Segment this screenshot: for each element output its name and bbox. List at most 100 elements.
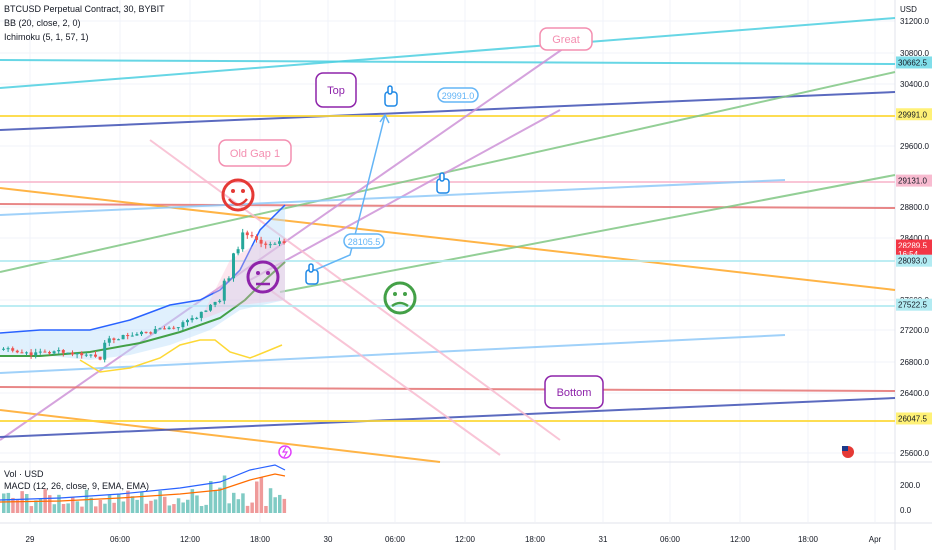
price-tick: 27200.0	[900, 326, 929, 335]
pointing-hand-icon-mid	[436, 172, 450, 194]
candle-body	[273, 243, 277, 245]
macd-line	[0, 464, 286, 501]
candle-body	[80, 353, 84, 356]
candle-body	[181, 322, 185, 328]
candle-body	[232, 253, 235, 279]
volume-bar	[135, 499, 139, 513]
price-label-bg	[896, 412, 932, 425]
time-tick: 18:00	[250, 535, 271, 544]
volume-bar	[94, 506, 98, 513]
volume-bar	[117, 493, 121, 513]
time-tick: 31	[599, 535, 608, 544]
candle-body	[84, 354, 88, 356]
volume-bar	[176, 498, 181, 513]
neutral-face-purple-icon	[246, 260, 280, 294]
price-label-text: 28093.0	[898, 257, 927, 266]
candle-body	[209, 304, 212, 311]
candle-body	[236, 249, 240, 254]
time-tick: 06:00	[660, 535, 681, 544]
candle-body	[204, 310, 208, 312]
volume-bar	[6, 492, 11, 513]
volume-bar	[250, 502, 254, 513]
macd-legend[interactable]: MACD (12, 26, close, 9, EMA, EMA)	[4, 481, 150, 491]
volume-bar	[11, 497, 15, 513]
candle-body	[241, 232, 245, 250]
volume-bar	[268, 488, 273, 513]
trend-line-indigo-top	[0, 91, 896, 131]
price-label-bg	[896, 108, 932, 121]
frown-face-green-icon	[383, 281, 417, 315]
volume-bar	[264, 505, 268, 513]
svg-text:29991.0: 29991.0	[442, 91, 475, 101]
candle-body	[158, 328, 162, 330]
svg-text:Bottom: Bottom	[557, 387, 592, 399]
candle-body	[259, 239, 263, 244]
candle-body	[98, 356, 102, 360]
candle-body	[89, 354, 93, 356]
candle-body	[107, 338, 111, 343]
time-tick: 12:00	[730, 535, 751, 544]
candle-body	[25, 352, 28, 354]
label-price-29991: 29991.0	[437, 87, 479, 103]
price-tick: 30800.0	[900, 49, 929, 58]
price-label-text: 28289.5	[898, 242, 927, 251]
trend-line-orange-down	[0, 187, 896, 291]
volume-bar	[89, 497, 93, 513]
macd-signal	[0, 473, 286, 503]
candle-body	[278, 241, 281, 244]
candle-body	[250, 235, 254, 237]
ichimoku-line	[0, 261, 286, 357]
price-label-text: 29131.0	[898, 177, 927, 186]
volume-bar	[172, 504, 176, 513]
volume-bar	[236, 499, 241, 513]
price-tick: 28400.0	[900, 234, 929, 243]
svg-text:28105.5: 28105.5	[348, 237, 381, 247]
time-tick: 12:00	[180, 535, 201, 544]
volume-bar	[222, 475, 227, 513]
volume-bar	[227, 503, 231, 513]
candle-body	[2, 348, 5, 350]
candle-body	[117, 339, 120, 341]
ichimoku-legend[interactable]: Ichimoku (5, 1, 57, 1)	[4, 32, 89, 42]
price-label-bg	[896, 254, 932, 267]
time-tick: 18:00	[798, 535, 819, 544]
volume-bar	[213, 491, 218, 513]
volume-bar	[61, 503, 66, 513]
pointing-hand-icon-top	[384, 85, 398, 107]
volume-bar	[278, 494, 282, 513]
volume-bar	[144, 503, 149, 513]
trend-line-cyan-level	[0, 59, 896, 65]
volume-bar	[107, 495, 112, 513]
time-tick: 06:00	[385, 535, 406, 544]
price-tick: 26800.0	[900, 358, 929, 367]
symbol-legend[interactable]: BTCUSD Perpetual Contract, 30, BYBIT	[4, 4, 165, 14]
volume-bar	[195, 495, 199, 513]
price-tick: 29600.0	[900, 142, 929, 151]
price-label-text: 16:54	[898, 250, 919, 259]
candle-body	[245, 232, 249, 236]
vol-legend[interactable]: Vol · USD	[4, 469, 44, 479]
candle-body	[43, 351, 47, 353]
bb-legend[interactable]: BB (20, close, 2, 0)	[4, 18, 81, 28]
price-label-bg	[896, 298, 932, 311]
candle-body	[282, 241, 286, 244]
lightning-icon	[278, 445, 292, 459]
candle-body	[48, 352, 51, 354]
time-tick: 18:00	[525, 535, 546, 544]
candle-body	[190, 318, 194, 321]
volume-bar	[209, 481, 213, 513]
svg-text:Great: Great	[552, 34, 580, 46]
candle-body	[75, 353, 79, 355]
candle-body	[103, 342, 107, 360]
smiley-face-red-icon	[221, 178, 255, 212]
volume-bar	[158, 490, 162, 513]
trend-line-blue-upper	[0, 179, 786, 216]
volume-bar	[52, 504, 57, 513]
bb-upper	[0, 204, 286, 334]
trend-line-violet-lower	[249, 109, 561, 281]
volume-bar	[282, 498, 287, 513]
candle-body	[135, 334, 139, 336]
volume-bar	[48, 495, 52, 513]
candle-body	[163, 328, 166, 330]
